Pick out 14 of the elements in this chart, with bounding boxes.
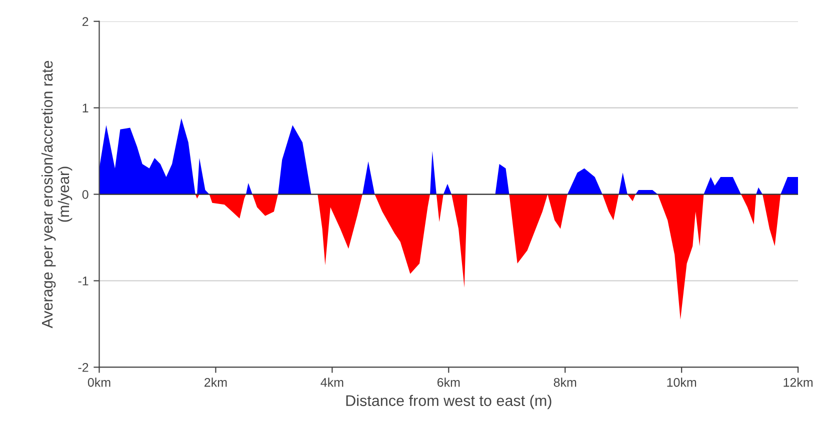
x-tick-label: 0km (88, 378, 110, 387)
y-tick-label: 0 (82, 190, 88, 199)
x-tick-label: 12km (784, 378, 813, 387)
y-axis-title: Average per year erosion/accretion rate (m/year) (41, 60, 72, 328)
x-tick-label: 4km (320, 378, 344, 387)
x-tick-label: 10km (667, 378, 696, 387)
y-tick-label: -1 (78, 276, 88, 286)
x-tick-label: 2km (204, 378, 227, 387)
x-axis-title: Distance from west to east (m) (346, 394, 552, 410)
x-tick-label: 6km (437, 378, 460, 387)
x-tick-label: 8km (554, 378, 576, 387)
y-tick-label: -2 (78, 363, 88, 372)
y-tick-label: 1 (82, 104, 88, 112)
y-tick-label: 2 (82, 17, 88, 26)
